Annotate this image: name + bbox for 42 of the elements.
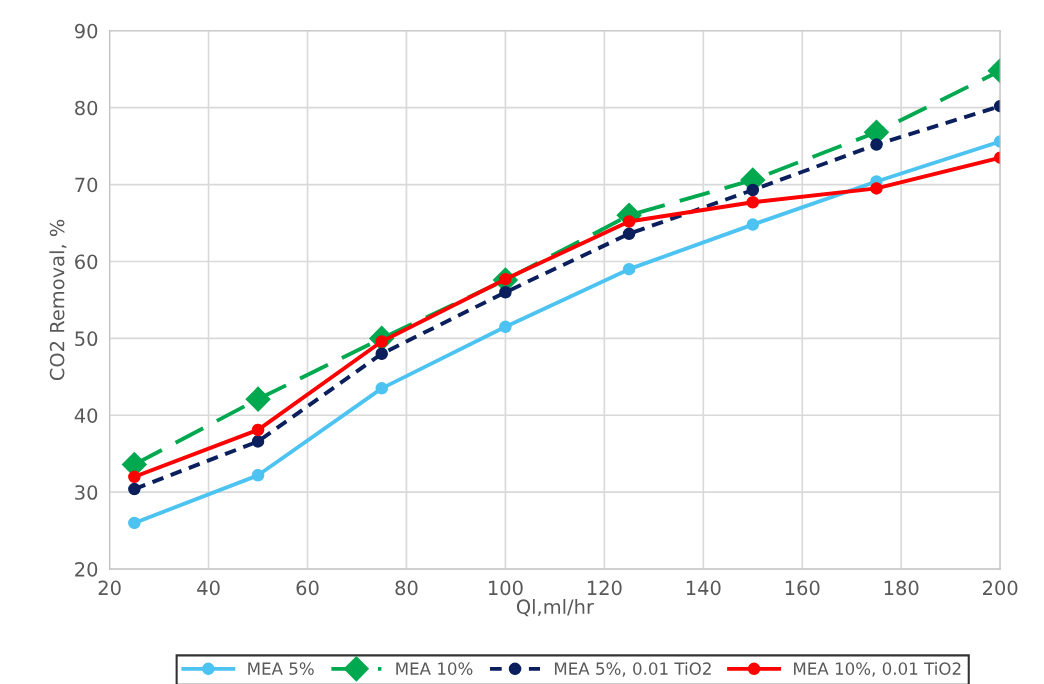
x-tick-label: 180 [884, 580, 919, 596]
legend-label: MEA 10%, 0.01 TiO2 [794, 662, 961, 677]
point [499, 285, 512, 299]
point [746, 183, 760, 197]
y-axis-title: CO2 Removal, % [49, 219, 67, 381]
point [622, 262, 636, 276]
legend-label: MEA 5%, 0.01 TiO2 [554, 662, 711, 677]
point [251, 469, 265, 482]
x-tick-label: 40 [197, 580, 220, 596]
x-axis-title: Ql,ml/hr [516, 599, 594, 617]
y-tick-label: 20 [75, 562, 98, 577]
point [375, 347, 388, 361]
x-tick-label: 80 [395, 580, 418, 596]
point [746, 218, 760, 231]
point [375, 382, 388, 395]
point [245, 386, 271, 412]
y-tick-label: 50 [75, 331, 98, 347]
point [128, 470, 141, 484]
point [746, 196, 760, 209]
x-tick-label: 100 [488, 580, 523, 596]
legend-label: MEA 5% [248, 662, 314, 675]
y-tick-label: 70 [75, 177, 98, 193]
x-tick-label: 60 [296, 580, 319, 596]
point [128, 482, 141, 496]
x-tick-label: 140 [686, 580, 721, 596]
x-tick-label: 160 [785, 580, 820, 596]
point [251, 435, 265, 448]
point [870, 182, 883, 195]
y-tick-label: 80 [75, 100, 98, 116]
point [870, 138, 883, 151]
x-tick-label: 120 [587, 580, 622, 596]
y-tick-label: 30 [75, 485, 98, 500]
legend-label: MEA 10% [396, 662, 473, 675]
y-tick-label: 60 [75, 254, 98, 270]
point [499, 320, 512, 334]
x-tick-label: 200 [983, 580, 1018, 596]
point [251, 423, 265, 437]
x-tick-label: 20 [98, 580, 121, 596]
y-tick-label: 40 [74, 408, 98, 423]
point [622, 227, 636, 241]
point [128, 516, 141, 530]
y-tick-label: 90 [74, 23, 98, 39]
